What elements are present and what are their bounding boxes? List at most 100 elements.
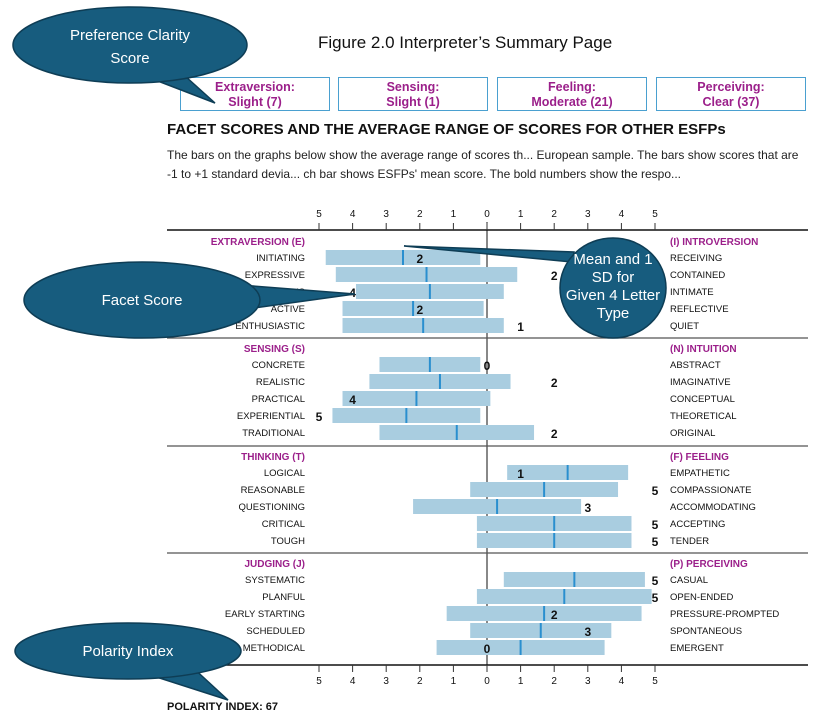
facet-score: 0	[484, 642, 491, 656]
facet-score: 2	[551, 376, 558, 390]
preference-box-feeling: Feeling: Moderate (21)	[497, 77, 647, 111]
facet-right-label: SPONTANEOUS	[670, 626, 742, 637]
facet-left-label: PLANFUL	[262, 592, 305, 603]
figure-title: Figure 2.0 Interpreter’s Summary Page	[318, 33, 613, 52]
section-heading: FACET SCORES AND THE AVERAGE RANGE OF SC…	[167, 121, 726, 138]
axis-tick-label: 5	[316, 209, 322, 220]
facet-left-label: EARLY STARTING	[225, 609, 305, 620]
right-pole-label: (N) INTUITION	[670, 344, 737, 355]
preference-value: Moderate (21)	[531, 95, 613, 109]
left-pole-label: JUDGING (J)	[244, 559, 305, 570]
axis-tick-label: 2	[551, 209, 557, 220]
callout-text: Given 4 Letter Type	[565, 287, 661, 322]
facet-right-label: EMPATHETIC	[670, 468, 730, 479]
axis-tick-label: 1	[518, 676, 524, 687]
facet-right-label: COMPASSIONATE	[670, 485, 751, 496]
facet-left-label: SYSTEMATIC	[245, 575, 305, 586]
facet-left-label: SCHEDULED	[246, 626, 305, 637]
facet-score: 2	[551, 269, 558, 283]
facet-right-label: REFLECTIVE	[670, 304, 729, 315]
facet-left-label: LOGICAL	[264, 468, 305, 479]
facet-score: 3	[584, 625, 591, 639]
preference-dimension: Extraversion:	[215, 80, 295, 94]
axis-tick-label: 0	[484, 676, 490, 687]
left-pole-label: SENSING (S)	[244, 344, 305, 355]
preference-value: Clear (37)	[702, 95, 760, 109]
facet-score: 5	[652, 484, 659, 498]
preference-box-sensing: Sensing: Slight (1)	[338, 77, 488, 111]
callout-text: Score	[110, 50, 149, 67]
preference-value: Slight (1)	[386, 95, 440, 109]
facet-right-label: EMERGENT	[670, 643, 724, 654]
preference-box-extraversion: Extraversion: Slight (7)	[180, 77, 330, 111]
facet-score: 2	[551, 608, 558, 622]
right-pole-label: (F) FEELING	[670, 452, 729, 463]
description-text: The bars on the graphs below show the av…	[167, 148, 799, 181]
facet-left-label: REASONABLE	[241, 485, 305, 496]
callout-polarity-index: Polarity Index	[14, 622, 242, 701]
callout-text: Preference Clarity	[70, 27, 191, 44]
facet-score: 4	[349, 286, 356, 300]
facet-right-label: THEORETICAL	[670, 411, 737, 422]
facet-score: 2	[416, 303, 423, 317]
axis-tick-label: 5	[316, 676, 322, 687]
facet-left-label: CRITICAL	[262, 519, 305, 530]
facet-right-label: CONCEPTUAL	[670, 394, 735, 405]
callout-text: Mean and 1 SD for	[573, 251, 653, 286]
facet-left-label: EXPERIENTIAL	[237, 411, 305, 422]
facet-right-label: CONTAINED	[670, 270, 725, 281]
right-pole-label: (I) INTROVERSION	[670, 237, 758, 248]
facet-score: 0	[484, 359, 491, 373]
facet-score: 4	[349, 393, 356, 407]
facet-left-label: TRADITIONAL	[242, 428, 305, 439]
axis-tick-label: 2	[551, 676, 557, 687]
facet-left-label: METHODICAL	[243, 643, 305, 654]
callout-text: Polarity Index	[83, 643, 174, 660]
facet-left-label: CONCRETE	[252, 360, 305, 371]
callout-facet-score: Facet Score	[23, 261, 356, 339]
axis-tick-label: 2	[417, 676, 423, 687]
axis-tick-label: 3	[585, 209, 591, 220]
axis-tick-label: 4	[619, 209, 625, 220]
facet-score: 1	[517, 320, 524, 334]
facet-score: 3	[584, 501, 591, 515]
preference-box-perceiving: Perceiving: Clear (37)	[656, 77, 806, 111]
facet-right-label: IMAGINATIVE	[670, 377, 731, 388]
facet-right-label: PRESSURE-PROMPTED	[670, 609, 779, 620]
callout-preference-clarity: Preference Clarity Score	[12, 6, 248, 104]
left-pole-label: THINKING (T)	[241, 452, 305, 463]
facet-right-label: QUIET	[670, 321, 699, 332]
axis-tick-label: 2	[417, 209, 423, 220]
facet-score: 5	[652, 591, 659, 605]
axis-tick-label: 3	[383, 209, 389, 220]
axis-tick-label: 1	[518, 209, 524, 220]
facet-left-label: TOUGH	[271, 536, 305, 547]
callout-text: Facet Score	[102, 292, 183, 309]
facet-right-label: TENDER	[670, 536, 709, 547]
preference-value: Slight (7)	[228, 95, 282, 109]
axis-tick-label: 3	[383, 676, 389, 687]
preference-dimension: Sensing:	[386, 80, 440, 94]
callout-mean-sd	[403, 237, 667, 339]
facet-left-label: EXPRESSIVE	[245, 270, 305, 281]
axis-tick-label: 1	[451, 209, 457, 220]
facet-right-label: ABSTRACT	[670, 360, 721, 371]
facet-left-label: INITIATING	[256, 253, 305, 264]
axis-tick-label: 3	[585, 676, 591, 687]
axis-tick-label: 4	[619, 676, 625, 687]
axis-tick-label: 0	[484, 209, 490, 220]
right-pole-label: (P) PERCEIVING	[670, 559, 748, 570]
facet-score: 5	[652, 518, 659, 532]
facet-left-label: QUESTIONING	[238, 502, 305, 513]
facet-right-label: ACCOMMODATING	[670, 502, 756, 513]
facet-score: 1	[517, 467, 524, 481]
facet-score: 2	[416, 252, 423, 266]
facet-left-label: PRACTICAL	[252, 394, 305, 405]
left-pole-label: EXTRAVERSION (E)	[211, 237, 305, 248]
axis-tick-label: 5	[652, 209, 658, 220]
facet-left-label: REALISTIC	[256, 377, 305, 388]
axis-tick-label: 5	[652, 676, 658, 687]
